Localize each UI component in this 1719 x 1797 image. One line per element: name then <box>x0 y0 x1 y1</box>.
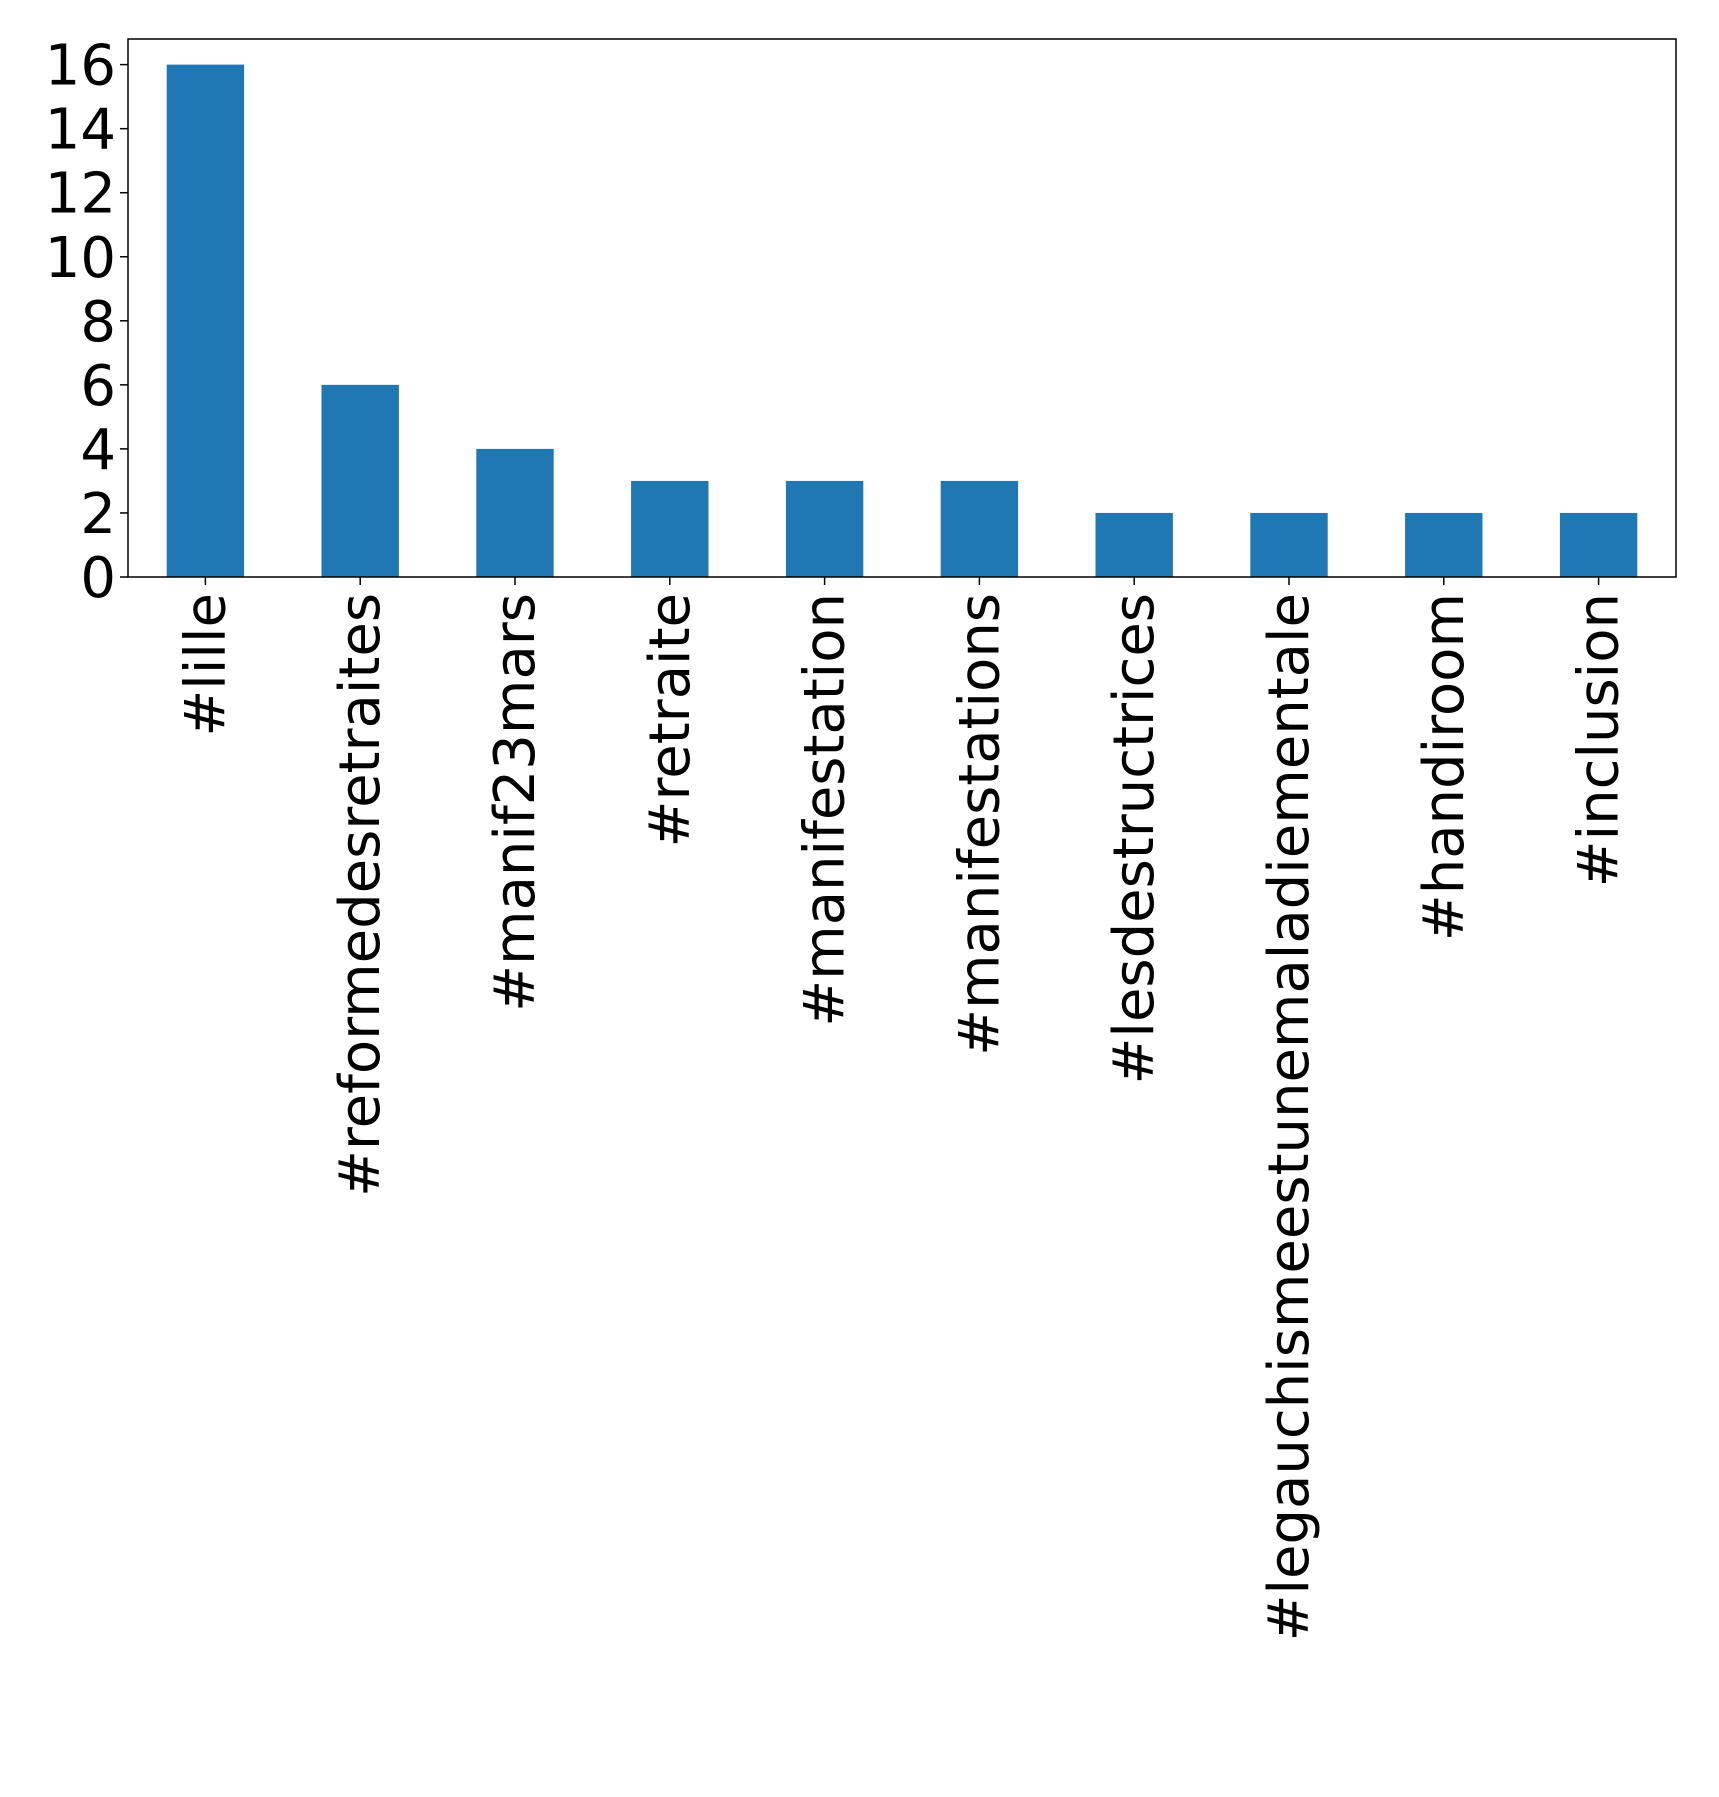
plot-frame <box>127 38 1677 578</box>
y-tick-label: 16 <box>45 34 116 99</box>
y-tick-label: 14 <box>45 98 116 163</box>
bar-manifestation <box>785 480 864 577</box>
bar-manif23mars <box>476 448 554 577</box>
y-tick-label: 8 <box>80 290 116 355</box>
y-tick-label: 6 <box>80 354 116 419</box>
y-tick-label: 0 <box>80 546 116 611</box>
x-tick-label: #manifestation <box>793 593 858 1027</box>
x-tick-label: #manif23mars <box>483 593 548 1012</box>
bar-retraite <box>631 480 709 577</box>
bar-legauchismeestunemaladiementale <box>1250 512 1328 577</box>
x-tick-label: #inclusion <box>1567 593 1632 887</box>
y-tick-label: 10 <box>45 226 116 291</box>
bar-lille <box>166 64 245 578</box>
y-tick-label: 4 <box>80 418 116 483</box>
bar-inclusion <box>1559 512 1638 577</box>
y-tick-label: 2 <box>80 482 116 547</box>
bar-lesdestructrices <box>1095 512 1173 577</box>
bar-reformedesretraites <box>321 384 399 577</box>
x-tick-label: #handiroom <box>1412 593 1477 941</box>
x-tick-label: #legauchismeestunemaladiementale <box>1257 593 1322 1641</box>
x-axis: #lille #reformedesretraites #manif23mars #r… <box>173 577 1632 1641</box>
x-tick-label: #retraite <box>638 593 703 847</box>
y-tick-label: 12 <box>45 162 116 227</box>
bar-manifestations <box>940 480 1019 577</box>
x-tick-label: #manifestations <box>947 593 1012 1056</box>
bars-group <box>166 64 1638 578</box>
bar-handiroom <box>1405 512 1483 577</box>
x-tick-label: #reformedesretraites <box>328 593 393 1197</box>
x-tick-label: #lesdestructrices <box>1102 593 1167 1085</box>
x-tick-label: #lille <box>173 593 238 737</box>
